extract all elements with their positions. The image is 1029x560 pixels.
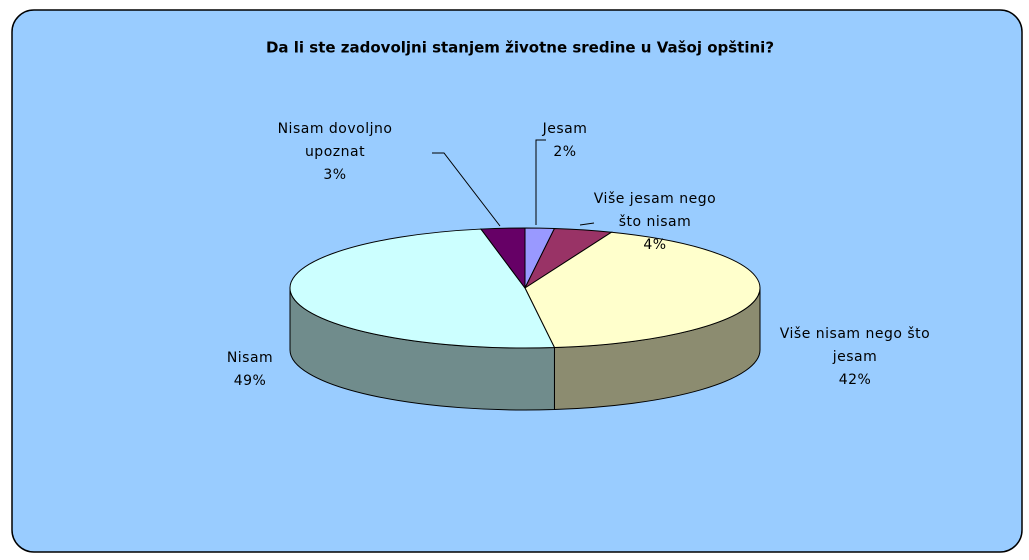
slice (480, 227, 526, 290)
slice (524, 231, 761, 349)
pie (289, 227, 761, 411)
value-label: 49% (233, 373, 267, 389)
category-label: Nisam dovoljno upoznat (277, 121, 393, 160)
slice (289, 228, 556, 349)
category-label: Nisam (226, 350, 274, 366)
value-label: 2% (553, 144, 577, 160)
category-label: Više jesam nego što nisam (593, 191, 717, 230)
leader-line (432, 152, 501, 227)
value-label: 4% (643, 237, 667, 253)
leader-line (579, 222, 595, 226)
value-label: 42% (838, 372, 872, 388)
data-label: Nisam dovoljno upoznat 3% (270, 118, 400, 187)
chart-title: Da li ste zadovoljni stanjem životne sre… (266, 39, 774, 57)
data-label: Više nisam nego što jesam 42% (770, 323, 940, 392)
data-label: Jesam 2% (530, 118, 600, 164)
leader-lines (432, 139, 595, 227)
data-label: Više jesam nego što nisam 4% (580, 188, 730, 257)
category-label: Jesam (542, 121, 588, 137)
leader-line (535, 139, 546, 225)
data-label: Nisam 49% (210, 347, 290, 393)
value-label: 3% (323, 167, 347, 183)
pie-tops (289, 227, 761, 349)
category-label: Više nisam nego što jesam (779, 326, 931, 365)
